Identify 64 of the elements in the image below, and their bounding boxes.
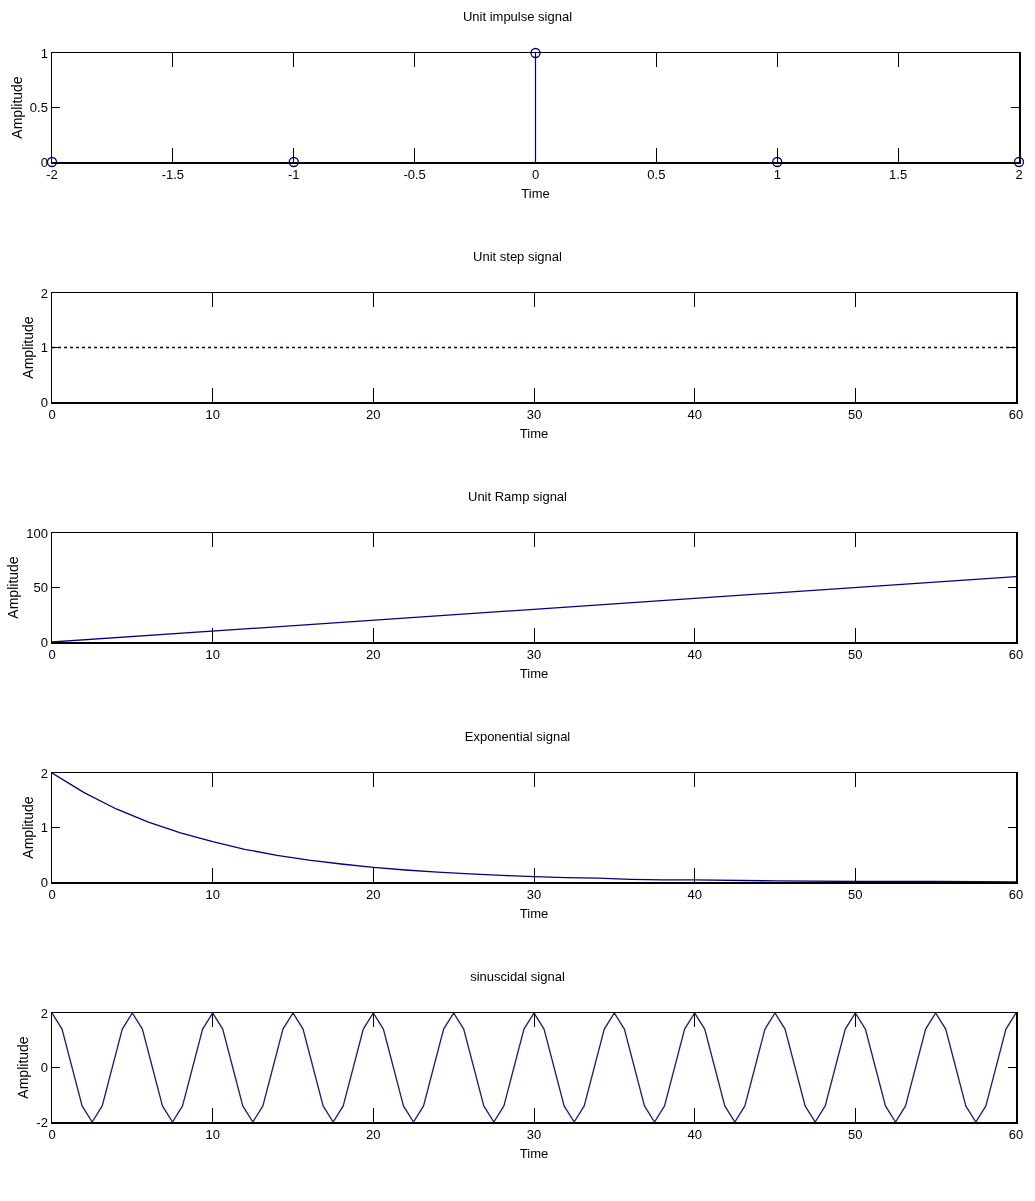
y-tick-label: 0	[40, 394, 48, 410]
x-tick-label: 30	[526, 1127, 542, 1143]
x-tick-label: -1.5	[161, 167, 185, 183]
line-series	[52, 773, 1016, 882]
chart-title: Unit impulse signal	[462, 9, 573, 25]
x-tick-label: 20	[366, 647, 381, 663]
chart-title: Unit Ramp signal	[468, 489, 568, 505]
x-axis-title: Time	[519, 906, 549, 922]
x-tick-label: 20	[366, 887, 381, 903]
y-tick-label: 1	[40, 820, 48, 836]
y-tick-label: 0	[40, 1060, 48, 1076]
y-tick-label: 2	[40, 765, 48, 781]
x-tick-label: 50	[848, 887, 863, 903]
x-tick-label: 60	[1008, 647, 1024, 663]
chart-title: sinuscidal signal	[470, 969, 565, 985]
x-tick-label: 30	[526, 407, 542, 423]
line-series	[52, 1013, 1016, 1122]
y-axis-title: Amplitude	[19, 316, 36, 379]
x-tick-label: 50	[848, 647, 863, 663]
x-tick-label: 1	[773, 167, 781, 183]
x-axis-title: Time	[519, 426, 549, 442]
x-tick-label: 10	[205, 407, 220, 423]
x-tick-label: 1.5	[889, 167, 908, 183]
x-tick-label: 2	[1015, 167, 1023, 183]
x-tick-label: 30	[526, 887, 542, 903]
y-axis-title: Amplitude	[15, 1036, 32, 1099]
x-tick-label: 10	[205, 647, 220, 663]
x-tick-label: 60	[1008, 407, 1024, 423]
x-tick-label: 10	[205, 887, 220, 903]
x-tick-label: 0	[531, 167, 540, 183]
y-tick-label: 50	[33, 580, 48, 596]
x-tick-label: 40	[687, 1127, 702, 1143]
y-tick-label: 0	[40, 154, 48, 170]
x-tick-label: 30	[526, 647, 542, 663]
y-tick-label: 100	[26, 525, 48, 541]
y-axis-title: Amplitude	[5, 556, 22, 619]
y-tick-label: 0.5	[29, 100, 48, 116]
y-tick-label: 0	[40, 874, 48, 890]
x-axis-title: Time	[521, 186, 550, 202]
x-tick-label: 60	[1008, 887, 1024, 903]
y-tick-label: -2	[36, 1114, 48, 1130]
y-tick-label: 1	[40, 340, 48, 356]
x-tick-label: 20	[366, 407, 381, 423]
x-tick-label: 40	[687, 647, 702, 663]
chart-title: Exponential signal	[464, 729, 571, 745]
x-tick-label: 50	[848, 407, 863, 423]
y-tick-label: 2	[40, 1005, 48, 1021]
x-axis-title: Time	[519, 1146, 549, 1162]
x-tick-label: 60	[1008, 1127, 1024, 1143]
x-tick-label: 10	[205, 1127, 220, 1143]
x-tick-label: 0.5	[647, 167, 666, 183]
x-tick-label: 40	[687, 887, 702, 903]
y-tick-label: 2	[40, 285, 48, 301]
x-tick-label: -0.5	[403, 167, 426, 183]
y-tick-label: 0	[40, 634, 48, 650]
y-axis-title: Amplitude	[8, 76, 25, 139]
chart-title: Unit step signal	[473, 249, 563, 265]
x-axis-title: Time	[519, 666, 549, 682]
y-axis-title: Amplitude	[19, 796, 36, 859]
x-tick-label: 50	[848, 1127, 863, 1143]
x-tick-label: -1	[287, 167, 300, 183]
x-tick-label: 20	[366, 1127, 381, 1143]
x-tick-label: 40	[687, 407, 702, 423]
y-tick-label: 1	[40, 45, 48, 61]
